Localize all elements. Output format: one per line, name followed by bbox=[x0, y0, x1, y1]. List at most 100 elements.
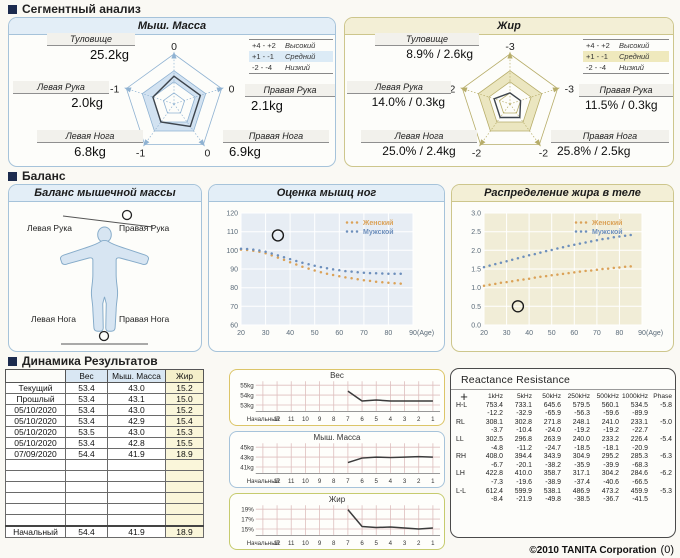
leg-muscle-chart-panel: Оценка мышц ног 20 30 40 50 60 70 80 90 60 70 80 90… bbox=[208, 184, 445, 352]
svg-text:70: 70 bbox=[230, 304, 238, 311]
segment-value: 14.0% / 0.3kg bbox=[371, 95, 445, 109]
segment-label: Левая Нога bbox=[361, 130, 477, 143]
history-table: Вес Мыш. Масса Жир Текущий 53.4 43.0 15.2 Прошл… bbox=[5, 369, 204, 538]
svg-text:2: 2 bbox=[417, 416, 421, 423]
svg-text:41kg: 41kg bbox=[240, 464, 254, 471]
segment-left-arm: Левая Рука 14.0% / 0.3kg bbox=[347, 81, 451, 109]
reactance-row: LL 302.5 296.8 263.9 240.0 233.2 226.4 -5.4 bbox=[456, 435, 672, 443]
svg-text:6: 6 bbox=[360, 478, 364, 485]
page-number: (0) bbox=[660, 544, 674, 556]
svg-text:-1: -1 bbox=[110, 84, 119, 96]
svg-text:1.0: 1.0 bbox=[471, 285, 481, 292]
legend-row: +4 - +2 Высокий bbox=[586, 41, 650, 50]
svg-text:6: 6 bbox=[360, 416, 364, 423]
section-header-dynamics: Динамика Результатов bbox=[8, 354, 158, 368]
segment-label: Туловище bbox=[47, 33, 135, 46]
svg-text:2.0: 2.0 bbox=[471, 248, 481, 255]
svg-text:5: 5 bbox=[375, 540, 379, 547]
svg-text:12: 12 bbox=[274, 478, 281, 485]
svg-text:0.0: 0.0 bbox=[471, 323, 481, 330]
segment-label: Туловище bbox=[375, 33, 479, 46]
reactance-row: H-L 753.4 733.1 645.6 579.5 560.1 534.5 -5.8 bbox=[456, 401, 672, 409]
svg-text:2: 2 bbox=[417, 540, 421, 547]
svg-text:-3: -3 bbox=[505, 42, 514, 53]
reactance-row: L-L 612.4 599.9 538.1 486.9 473.2 459.9 -5.3 bbox=[456, 487, 672, 495]
svg-text:4: 4 bbox=[389, 478, 393, 485]
history-row bbox=[5, 481, 204, 493]
segment-left-leg: Левая Нога 25.0% / 2.4kg bbox=[361, 130, 477, 158]
svg-text:5: 5 bbox=[375, 416, 379, 423]
fat-radar-chart: -3-3-2-2-2 bbox=[446, 42, 574, 160]
svg-text:4: 4 bbox=[389, 540, 393, 547]
segment-label: Левая Рука bbox=[347, 81, 451, 94]
svg-text:0: 0 bbox=[229, 84, 235, 96]
panel-title: Распределение жира в теле bbox=[452, 185, 673, 202]
svg-text:7: 7 bbox=[346, 478, 350, 485]
segment-right-leg: Правая Нога 25.8% / 2.5kg bbox=[551, 130, 669, 158]
reactance-row-reactance: -3.7 -10.4 -24.0 -19.2 -19.2 -22.7 bbox=[491, 427, 648, 435]
history-row: 05/10/2020 53.4 42.8 15.5 bbox=[5, 437, 204, 449]
reactance-table: +1kHz 5kHz 50kHz 250kHz 500kHz 1000kHz Phase H-… bbox=[451, 393, 675, 505]
svg-text:7: 7 bbox=[346, 540, 350, 547]
section-header-balance: Баланс bbox=[8, 169, 66, 183]
body-silhouette bbox=[60, 209, 154, 345]
svg-text:53kg: 53kg bbox=[240, 402, 254, 409]
legend-row: -2 - -4 Низкий bbox=[252, 63, 310, 72]
reactance-row: RL 308.1 302.8 271.8 248.1 241.0 233.1 -5.0 bbox=[456, 418, 672, 426]
svg-text:6: 6 bbox=[360, 540, 364, 547]
segment-value: 25.8% / 2.5kg bbox=[557, 144, 631, 158]
section-bullet-icon bbox=[8, 4, 17, 14]
svg-text:3: 3 bbox=[403, 540, 407, 547]
segment-right-arm: Правая Рука 11.5% / 0.3kg bbox=[579, 84, 673, 112]
history-column-header: Жир bbox=[165, 369, 204, 383]
svg-text:5: 5 bbox=[375, 478, 379, 485]
svg-text:1.5: 1.5 bbox=[471, 267, 481, 274]
svg-text:20: 20 bbox=[480, 330, 488, 337]
svg-text:11: 11 bbox=[288, 478, 295, 485]
segment-label: Правая Нога bbox=[551, 130, 669, 143]
svg-text:54kg: 54kg bbox=[240, 392, 254, 399]
history-row: Прошлый 53.4 43.1 15.0 bbox=[5, 393, 204, 405]
svg-text:120: 120 bbox=[226, 211, 238, 218]
svg-text:90: 90 bbox=[638, 330, 646, 337]
reactance-row-reactance: -6.7 -20.1 -38.2 -35.9 -39.9 -68.3 bbox=[491, 461, 648, 469]
muscle-trend-panel: Мыш. Масса 45kg 43kg 41kg Начальный 12 11 10 9 8… bbox=[229, 431, 445, 488]
svg-text:45kg: 45kg bbox=[240, 444, 254, 451]
svg-text:0: 0 bbox=[171, 42, 177, 53]
segment-label: Левая Рука bbox=[13, 81, 109, 94]
segment-trunk: Туловище 25.2kg bbox=[47, 33, 135, 62]
section-title: Баланс bbox=[22, 169, 66, 183]
svg-text:30: 30 bbox=[262, 330, 270, 337]
svg-text:2: 2 bbox=[417, 478, 421, 485]
fat-panel: Жир -3-3-2-2-2 Туловище 8.9% / 2.6kg +4 … bbox=[344, 17, 674, 167]
svg-text:11: 11 bbox=[288, 416, 295, 423]
balance-right-arm-label: Правая Рука bbox=[119, 223, 170, 233]
svg-text:(Age): (Age) bbox=[417, 330, 434, 337]
fat-trend-panel: Жир 19% 17% 15% Начальный 12 11 10 9 8 7 6 5 4 3 2 1 bbox=[229, 493, 445, 550]
svg-text:-2: -2 bbox=[472, 148, 481, 160]
segment-left-leg: Левая Нога 6.8kg bbox=[37, 130, 143, 159]
svg-text:80: 80 bbox=[616, 330, 624, 337]
svg-text:40: 40 bbox=[525, 330, 533, 337]
svg-text:8: 8 bbox=[332, 540, 336, 547]
svg-text:12: 12 bbox=[274, 540, 281, 547]
svg-text:3: 3 bbox=[403, 416, 407, 423]
svg-text:1: 1 bbox=[431, 478, 435, 485]
svg-text:10: 10 bbox=[302, 478, 309, 485]
svg-text:30: 30 bbox=[503, 330, 511, 337]
segment-value: 6.8kg bbox=[74, 144, 106, 159]
svg-text:3.0: 3.0 bbox=[471, 211, 481, 218]
svg-text:19%: 19% bbox=[241, 506, 254, 513]
panel-title: Оценка мышц ног bbox=[209, 185, 444, 202]
radar-legend: +4 - +2 Высокий +1 - -1 Средний -2 - -4 Низ… bbox=[249, 39, 333, 74]
segment-value: 2.1kg bbox=[251, 98, 283, 113]
history-row: Текущий 53.4 43.0 15.2 bbox=[5, 382, 204, 394]
segment-label: Левая Нога bbox=[37, 130, 143, 143]
svg-text:40: 40 bbox=[286, 330, 294, 337]
segment-label: Правая Нога bbox=[223, 130, 329, 143]
svg-text:70: 70 bbox=[593, 330, 601, 337]
radar-legend: +4 - +2 Высокий +1 - -1 Средний -2 - -4 Низ… bbox=[583, 39, 669, 74]
fat-distribution-panel: Распределение жира в теле 20 30 40 50 60 70 80… bbox=[451, 184, 674, 352]
